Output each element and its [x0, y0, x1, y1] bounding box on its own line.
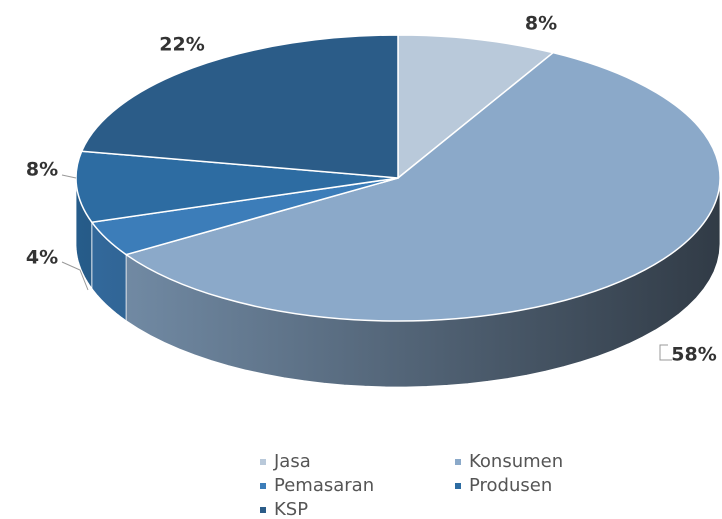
legend-label: Jasa [273, 451, 311, 472]
pie-top [75, 34, 721, 322]
data-label: 58% [671, 344, 716, 366]
data-label: 22% [159, 34, 204, 56]
data-label: 4% [26, 247, 58, 269]
legend-label: Pemasaran [274, 475, 374, 496]
data-label: 8% [26, 159, 58, 181]
slice [75, 150, 399, 224]
data-labels: 8% 58% 4% 8% 22% [26, 13, 717, 366]
legend-swatch [455, 483, 461, 489]
pie-sides [75, 177, 721, 388]
legend-swatch [260, 459, 266, 465]
legend-swatch [260, 507, 266, 513]
legend-label: KSP [274, 499, 308, 519]
legend-label: Produsen [469, 475, 552, 496]
legend: Jasa Konsumen Pemasaran Produsen KSP [260, 451, 563, 519]
leader-line [659, 344, 672, 361]
leader-line [61, 174, 77, 179]
leader-line [61, 261, 89, 291]
legend-label: Konsumen [469, 451, 563, 472]
legend-swatch [455, 459, 461, 465]
data-label: 8% [525, 13, 557, 35]
slice [124, 51, 721, 322]
slice [397, 34, 555, 180]
slice [80, 34, 399, 179]
legend-swatch [260, 483, 266, 489]
